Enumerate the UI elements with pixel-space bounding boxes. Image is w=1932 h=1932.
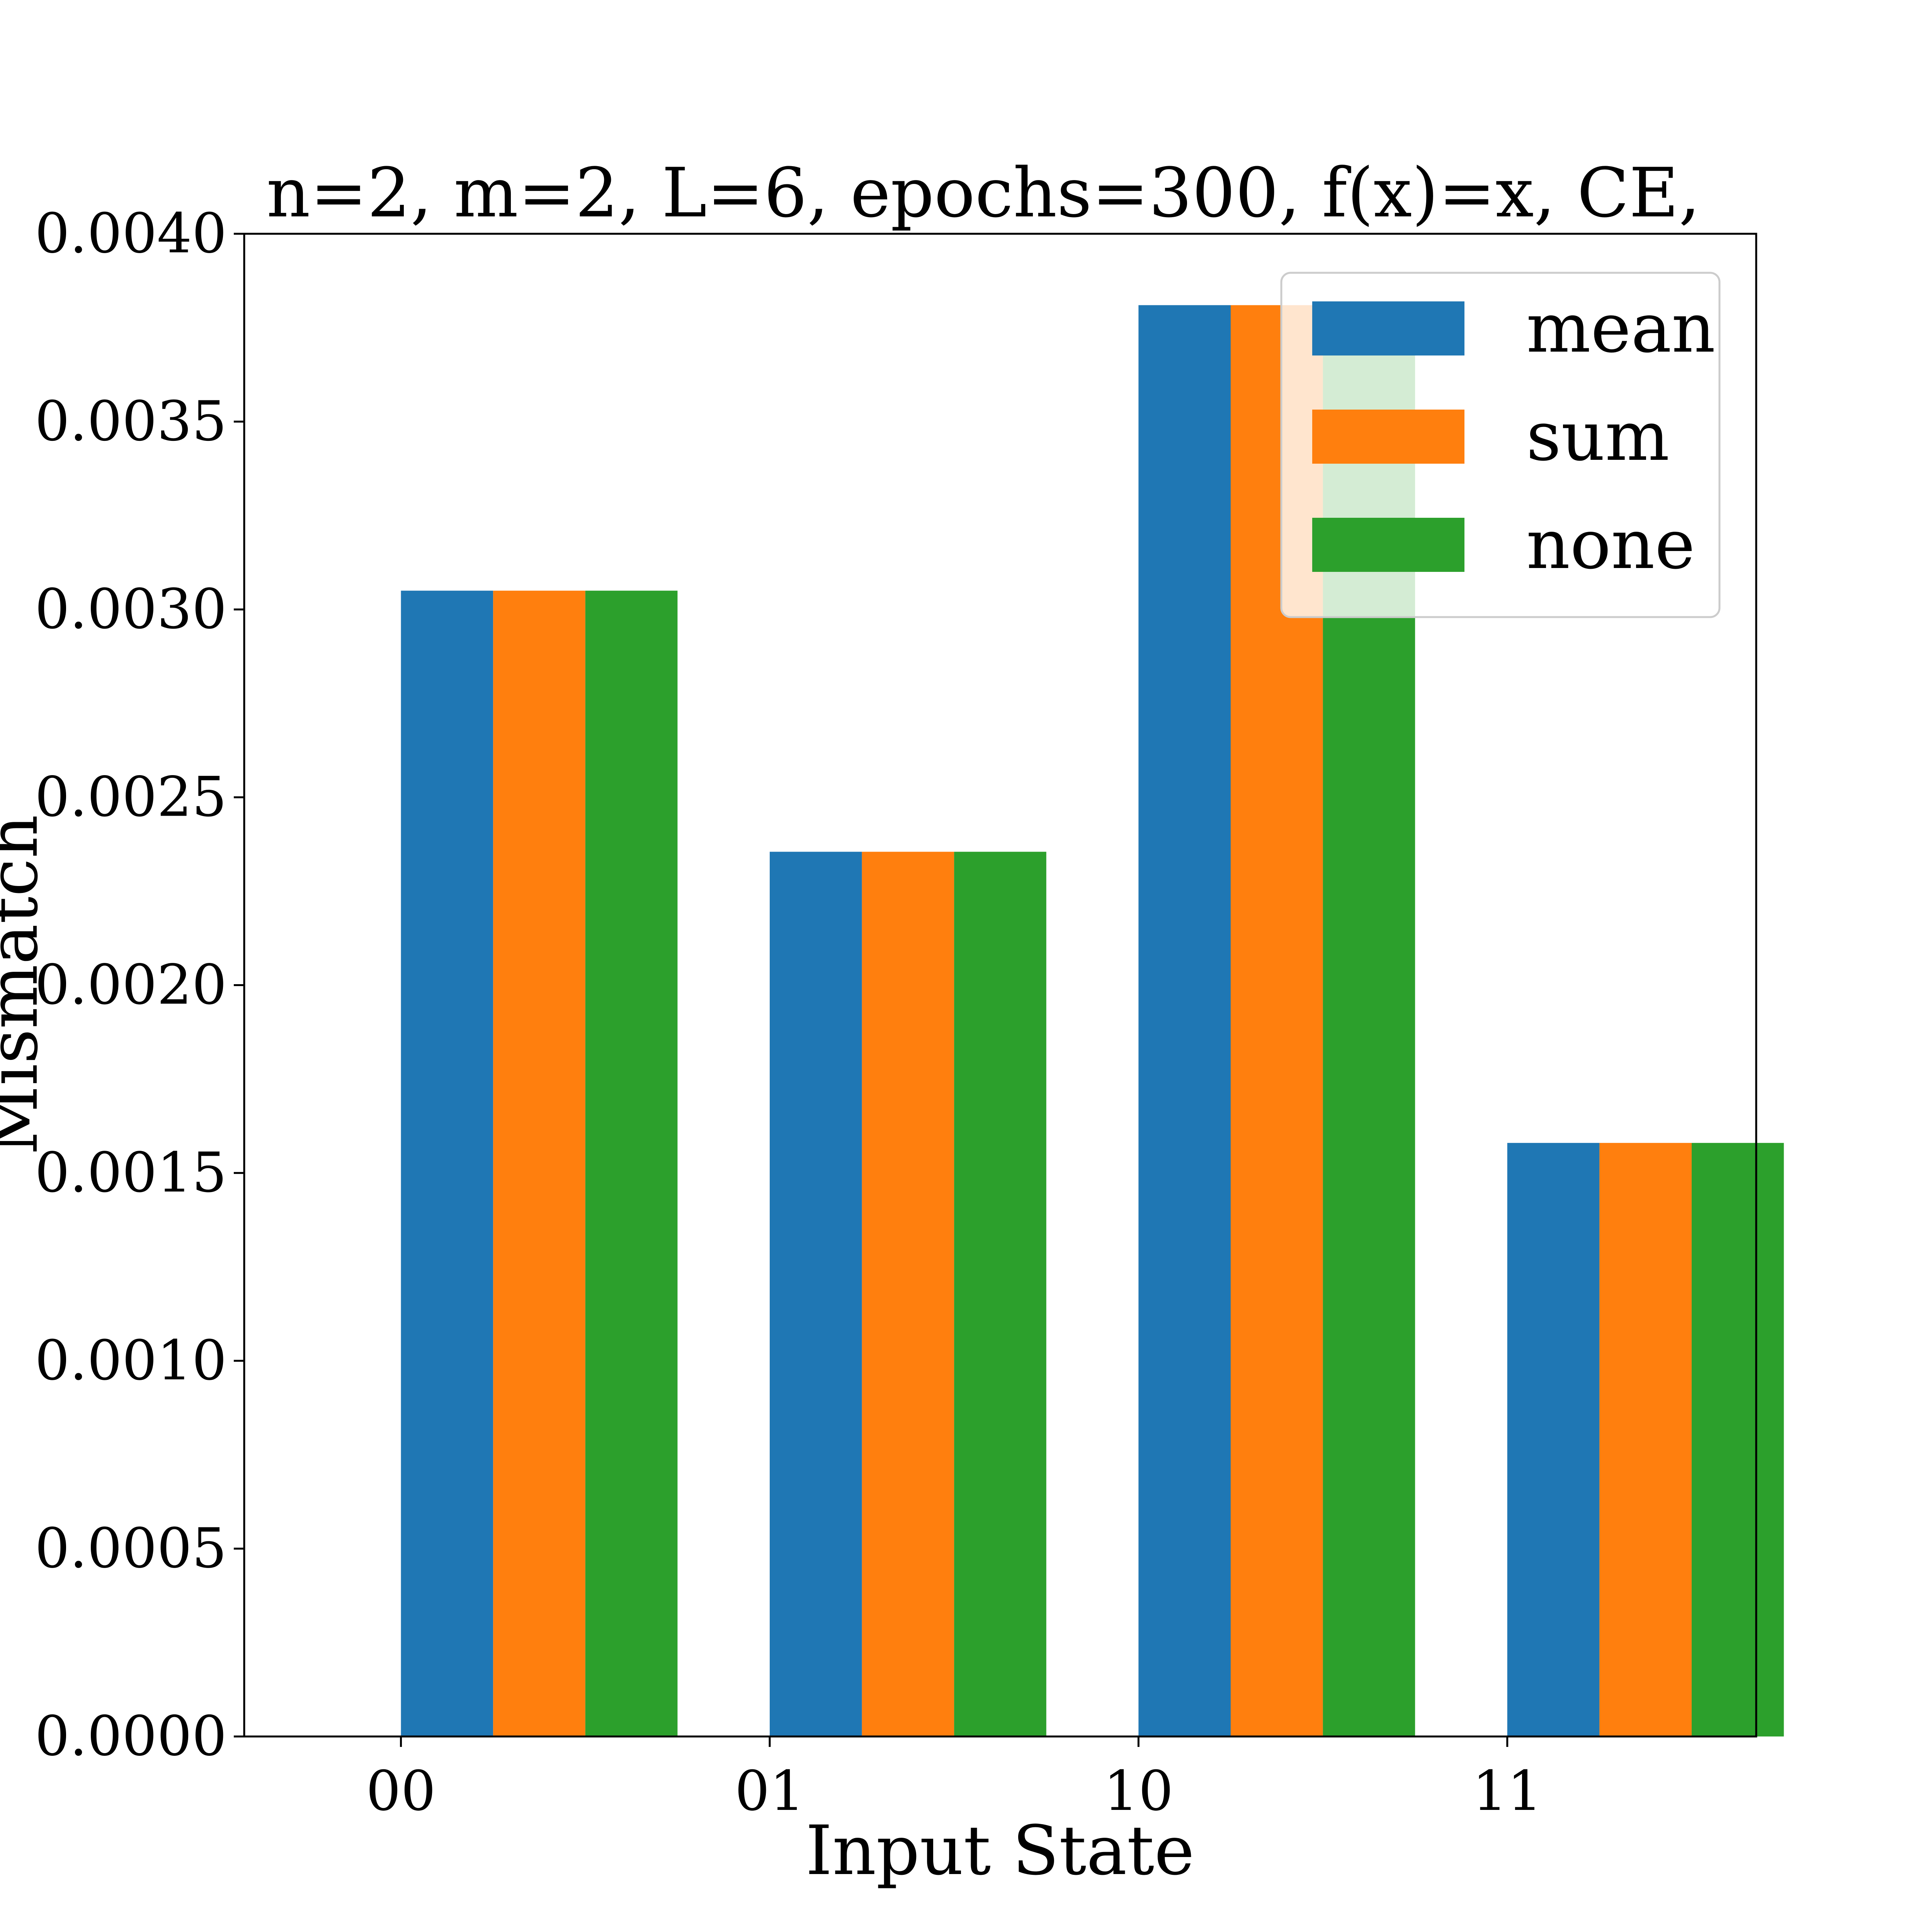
y-tick-label: 0.0005 [35, 1517, 227, 1580]
bar-sum-00 [493, 590, 585, 1736]
chart-title: n=2, m=2, L=6, epochs=300, f(x)=x, CE, [267, 153, 1701, 233]
legend-label-mean: mean [1526, 289, 1715, 368]
bar-sum-01 [862, 852, 954, 1736]
legend-swatch-none [1312, 518, 1464, 572]
x-tick-label: 01 [735, 1759, 805, 1823]
y-tick-label: 0.0015 [35, 1141, 227, 1205]
x-axis: 00 01 10 11 [366, 1736, 1542, 1823]
y-tick-label: 0.0010 [35, 1329, 227, 1393]
bar-mean-00 [401, 590, 493, 1736]
y-axis-label: Mismatch [0, 815, 53, 1155]
bar-none-00 [585, 590, 678, 1736]
bar-mean-10 [1138, 305, 1231, 1736]
y-tick-label: 0.0000 [35, 1704, 227, 1768]
y-tick-label: 0.0025 [35, 765, 227, 829]
y-axis: 0.0000 0.0005 0.0010 0.0015 0.0020 0.0025 0.00… [35, 202, 244, 1768]
x-axis-label: Input State [806, 1811, 1195, 1890]
bar-sum-11 [1599, 1143, 1692, 1736]
y-tick-label: 0.0035 [35, 389, 227, 453]
plot-area [401, 305, 1784, 1736]
x-tick-label: 10 [1104, 1759, 1173, 1823]
legend-swatch-mean [1312, 301, 1464, 355]
legend-label-none: none [1526, 505, 1695, 584]
x-tick-label: 00 [366, 1759, 436, 1823]
y-tick-label: 0.0020 [35, 953, 227, 1017]
bar-none-01 [954, 852, 1046, 1736]
legend-swatch-sum [1312, 410, 1464, 464]
bar-mean-01 [770, 852, 862, 1736]
y-tick-label: 0.0040 [35, 202, 227, 265]
bar-mean-11 [1507, 1143, 1600, 1736]
y-tick-label: 0.0030 [35, 577, 227, 641]
legend: mean sum none [1280, 272, 1721, 618]
legend-label-sum: sum [1526, 397, 1670, 476]
bar-none-11 [1691, 1143, 1784, 1736]
x-tick-label: 11 [1472, 1759, 1542, 1823]
